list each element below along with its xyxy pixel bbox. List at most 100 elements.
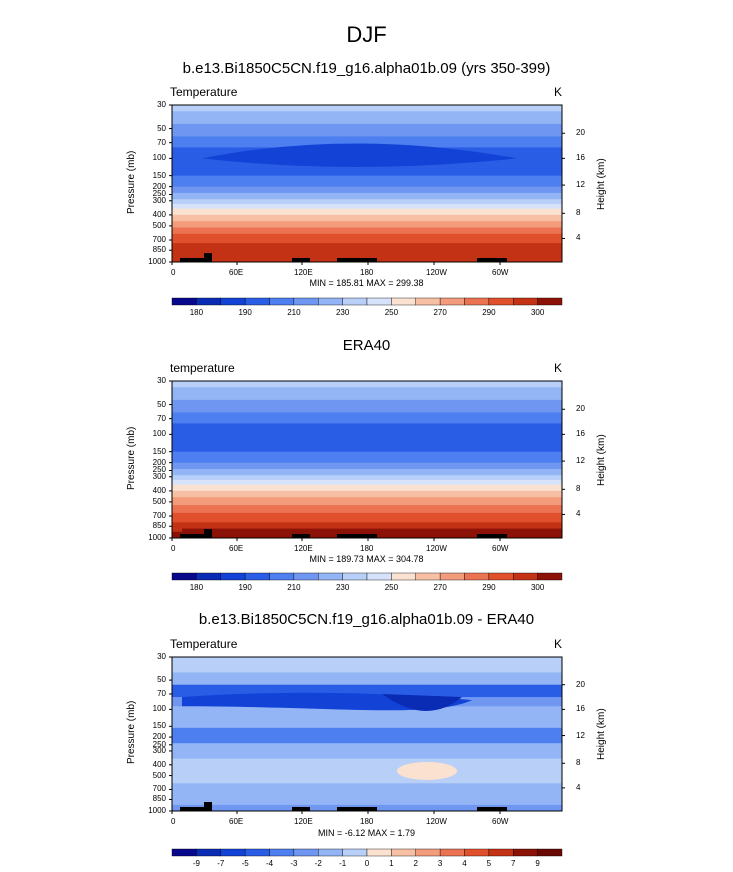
lon-tick-label: 60W — [492, 544, 509, 553]
lon-tick-label: 120W — [426, 817, 447, 826]
figure-title: DJF — [346, 22, 387, 47]
lon-tick-label: 0 — [171, 544, 176, 553]
topography — [204, 802, 212, 811]
colorbar-box — [318, 848, 343, 857]
colorbar-box — [464, 848, 490, 857]
height-tick-label: 20 — [576, 128, 585, 138]
colorbar-box — [439, 848, 465, 857]
pressure-tick-label: 50 — [157, 675, 166, 685]
topography — [337, 807, 377, 811]
contour-band — [172, 462, 562, 470]
pressure-tick-label: 850 — [152, 794, 166, 804]
units-label: K — [554, 637, 563, 651]
colorbar-box — [269, 572, 295, 581]
contour-band — [172, 468, 562, 476]
contour-band — [172, 381, 562, 388]
pressure-tick-label: 850 — [152, 245, 166, 255]
topography — [337, 534, 377, 538]
colorbar-label: 270 — [433, 583, 447, 592]
lon-tick-label: 60W — [492, 817, 509, 826]
contour-band — [172, 727, 562, 744]
contour-band — [172, 208, 562, 216]
colorbar-label: 210 — [287, 583, 301, 592]
topography — [204, 253, 212, 262]
contour-band — [172, 192, 562, 200]
colorbar-box — [537, 297, 563, 306]
pressure-tick-label: 400 — [152, 209, 166, 219]
contour-band — [172, 243, 562, 254]
pressure-tick-label: 200 — [152, 732, 166, 742]
pressure-tick-label: 500 — [152, 496, 166, 506]
surface-warm-region — [182, 528, 562, 538]
colorbar-box — [464, 572, 490, 581]
contour-band — [172, 227, 562, 235]
topography — [204, 529, 212, 538]
lon-tick-label: 180 — [360, 544, 374, 553]
pressure-tick-label: 70 — [157, 413, 166, 423]
pressure-tick-label: 50 — [157, 123, 166, 133]
height-tick-label: 8 — [576, 758, 581, 768]
contour-band — [172, 475, 562, 481]
lon-tick-label: 60E — [229, 817, 244, 826]
pressure-tick-label: 70 — [157, 688, 166, 698]
lon-tick-label: 0 — [171, 817, 176, 826]
height-tick-label: 4 — [576, 233, 581, 243]
contour-band — [172, 451, 562, 464]
cold-tropopause-region — [202, 143, 517, 168]
topography — [180, 258, 208, 262]
field-label: temperature — [170, 361, 235, 375]
colorbar-label: 290 — [482, 308, 496, 317]
colorbar-box — [244, 572, 270, 581]
lon-tick-label: 120E — [294, 544, 313, 553]
colorbar-label: 1 — [389, 859, 394, 868]
colorbar-label: 5 — [486, 859, 492, 868]
colorbar-box — [220, 848, 246, 857]
stats-label: MIN = -6.12 MAX = 1.79 — [317, 828, 416, 838]
colorbar-box — [196, 848, 221, 857]
colorbar-box — [513, 572, 538, 581]
colorbar-box — [513, 297, 538, 306]
height-tick-label: 8 — [576, 208, 581, 218]
contour-band — [172, 522, 562, 533]
colorbar-box — [318, 297, 343, 306]
height-tick-label: 8 — [576, 484, 581, 494]
pressure-tick-label: 150 — [152, 721, 166, 731]
colorbar-label: -1 — [339, 859, 347, 868]
colorbar-box — [391, 572, 416, 581]
height-tick-label: 16 — [576, 153, 585, 163]
pressure-tick-label: 700 — [152, 235, 166, 245]
colorbar-box — [415, 572, 441, 581]
contour-band — [172, 657, 562, 673]
pressure-tick-label: 1000 — [148, 533, 166, 542]
panel-title: ERA40 — [342, 337, 391, 354]
pressure-tick-label: 700 — [152, 511, 166, 521]
units-label: K — [554, 85, 563, 99]
stats-label: MIN = 189.73 MAX = 304.78 — [309, 554, 424, 564]
y-axis-right-title: Height (km) — [596, 157, 607, 210]
contour-band — [172, 105, 562, 112]
topography — [292, 534, 310, 538]
colorbar-box — [293, 297, 319, 306]
pressure-tick-label: 250 — [152, 739, 166, 749]
pressure-tick-label: 850 — [152, 521, 166, 531]
pressure-tick-label: 70 — [157, 137, 166, 147]
height-tick-label: 4 — [576, 782, 581, 792]
plot-frame — [171, 380, 563, 539]
topography — [180, 534, 208, 538]
contour-band — [172, 399, 562, 413]
colorbar-box — [171, 848, 197, 857]
pressure-tick-label: 200 — [152, 457, 166, 467]
contour-band — [172, 233, 562, 244]
colorbar-label: 300 — [530, 583, 545, 592]
y-axis-title: Pressure (mb) — [126, 150, 137, 214]
pressure-tick-label: 150 — [152, 170, 166, 180]
contour-band — [172, 221, 562, 228]
pressure-tick-label: 150 — [152, 446, 166, 456]
pressure-tick-label: 500 — [152, 770, 166, 780]
contour-band — [172, 199, 562, 205]
lon-tick-label: 120W — [426, 268, 447, 277]
colorbar-label: -7 — [217, 859, 225, 868]
plot-frame — [171, 656, 563, 812]
colorbar-label: 180 — [189, 583, 204, 592]
colorbar-label: 4 — [462, 859, 467, 868]
